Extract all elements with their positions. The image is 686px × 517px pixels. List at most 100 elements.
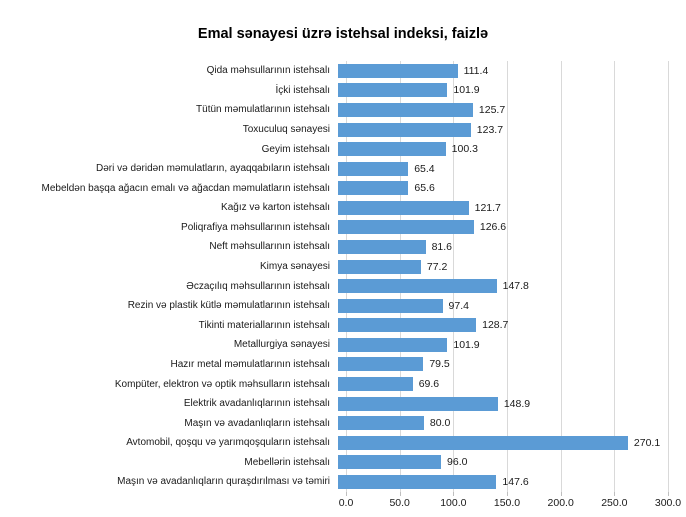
bar-track: 148.9 (338, 396, 660, 411)
x-axis-tick (668, 492, 669, 496)
x-axis-tick (346, 492, 347, 496)
value-label: 101.9 (453, 338, 480, 351)
chart-row: Tütün məmulatlarının istehsalı 125.7 (0, 100, 686, 120)
chart-row: Rezin və plastik kütlə məmulatlarının is… (0, 296, 686, 316)
gridline (453, 61, 455, 492)
bar (338, 279, 497, 294)
category-label: Rezin və plastik kütlə məmulatlarının is… (127, 300, 330, 312)
chart-row: Geyim istehsalı 100.3 (0, 139, 686, 159)
chart-row: Elektrik avadanlıqlarının istehsalı 148.9 (0, 394, 686, 414)
bar-track: 77.2 (338, 259, 660, 274)
bar (338, 83, 448, 98)
chart-row: Əczaçılıq məhsullarının istehsalı 147.8 (0, 276, 686, 296)
bar-track: 81.6 (338, 239, 660, 254)
category-label: Mebellərin istehsalı (244, 456, 330, 468)
bar (338, 298, 443, 313)
x-tick-label: 300.0 (654, 497, 682, 509)
value-label: 121.7 (474, 201, 501, 214)
value-label: 123.7 (476, 123, 504, 136)
gridline (560, 61, 562, 492)
x-axis: 0.0 50.0 100.0 150.0 200.0 250.0 300.0 (339, 497, 681, 511)
value-label: 101.9 (453, 84, 480, 97)
bar-track: 147.8 (338, 279, 660, 294)
category-label: Qida məhsullarının istehsalı (206, 65, 330, 77)
chart-row: Dəri və dəridən məmulatların, ayaqqabıla… (0, 159, 686, 179)
x-tick-label: 0.0 (338, 497, 354, 509)
chart-row: Mebellərin istehsalı 96.0 (0, 453, 686, 473)
bar (338, 239, 426, 254)
bar-track: 96.0 (338, 455, 660, 470)
value-label: 147.8 (502, 280, 529, 293)
bar-track: 128.7 (338, 318, 660, 333)
category-label: Geyim istehsalı (261, 143, 330, 155)
value-label: 148.9 (503, 397, 531, 410)
value-label: 81.6 (431, 240, 453, 253)
x-axis-tick (560, 492, 562, 496)
x-axis-tick (399, 492, 401, 496)
gridline (614, 61, 616, 492)
bar-track: 147.6 (338, 474, 660, 489)
chart-row: Tikinti materiallarının istehsalı 128.7 (0, 316, 686, 336)
value-label: 125.7 (478, 103, 506, 116)
chart-row: Toxuculuq sənayesi 123.7 (0, 120, 686, 140)
chart-row: Neft məhsullarının istehsalı 81.6 (0, 237, 686, 257)
chart-row: Poliqrafiya məhsullarının istehsalı 126.6 (0, 218, 686, 238)
bar (338, 455, 442, 470)
gridline (507, 61, 508, 492)
chart-row: Metallurgiya sənayesi 101.9 (0, 335, 686, 355)
value-label: 79.5 (429, 358, 450, 371)
value-label: 126.6 (479, 221, 507, 234)
bar-track: 111.4 (338, 63, 660, 78)
x-tick-label: 150.0 (493, 497, 521, 509)
category-label: İçki istehsalı (275, 84, 330, 96)
value-label: 100.3 (451, 143, 478, 156)
chart-row: Hazır metal məmulatlarının istehsalı 79.5 (0, 355, 686, 375)
bar (338, 200, 469, 215)
gridline (668, 61, 669, 492)
bar (338, 259, 421, 274)
bar (338, 142, 446, 157)
bar-track: 101.9 (338, 337, 660, 352)
value-label: 270.1 (633, 436, 661, 449)
bar (338, 337, 448, 352)
value-label: 65.4 (414, 162, 435, 175)
category-label: Tikinti materiallarının istehsalı (198, 319, 330, 331)
bar (338, 102, 473, 117)
category-label: Poliqrafiya məhsullarının istehsalı (181, 221, 330, 233)
bar (338, 318, 477, 333)
category-label: Elektrik avadanlıqlarının istehsalı (183, 398, 330, 410)
category-label: Toxuculuq sənayesi (242, 124, 330, 136)
category-label: Əczaçılıq məhsullarının istehsalı (186, 280, 330, 292)
chart-row: Mebeldən başqa ağacın emalı və ağacdan m… (0, 178, 686, 198)
bar-track: 65.4 (338, 161, 660, 176)
category-label: Maşın və avadanlıqların istehsalı (184, 417, 330, 429)
category-label: Metallurgiya sənayesi (233, 339, 330, 351)
bar-track: 65.6 (338, 181, 660, 196)
gridline (399, 61, 401, 492)
bar-track: 121.7 (338, 200, 660, 215)
chart-row: Avtomobil, qoşqu və yarımqoşquların iste… (0, 433, 686, 453)
value-label: 69.6 (418, 378, 440, 391)
value-label: 65.6 (414, 182, 435, 195)
bar (338, 161, 409, 176)
bar-track: 79.5 (338, 357, 660, 372)
category-label: Kağız və karton istehsalı (221, 202, 330, 214)
category-label: Hazır metal məmulatlarının istehsalı (170, 358, 330, 370)
bar-track: 270.1 (338, 435, 661, 450)
chart-row: Kimya sənayesi 77.2 (0, 257, 686, 277)
x-tick-label: 50.0 (389, 497, 410, 509)
x-axis-tick (507, 492, 508, 496)
value-label: 147.6 (502, 475, 529, 488)
value-label: 80.0 (429, 417, 451, 430)
chart-title: Emal sənayesi üzrə istehsal indeksi, fai… (197, 26, 489, 42)
category-label: Mebeldən başqa ağacın emalı və ağacdan m… (41, 182, 330, 194)
category-label: Neft məhsullarının istehsalı (209, 241, 330, 253)
x-tick-label: 100.0 (440, 497, 467, 509)
bar (338, 181, 409, 196)
bar (338, 122, 471, 137)
x-tick-label: 200.0 (547, 497, 574, 509)
bar-track: 126.6 (338, 220, 660, 235)
chart-rows: Qida məhsullarının istehsalı 111.4 İçki is… (0, 61, 686, 492)
value-label: 128.7 (482, 319, 509, 332)
